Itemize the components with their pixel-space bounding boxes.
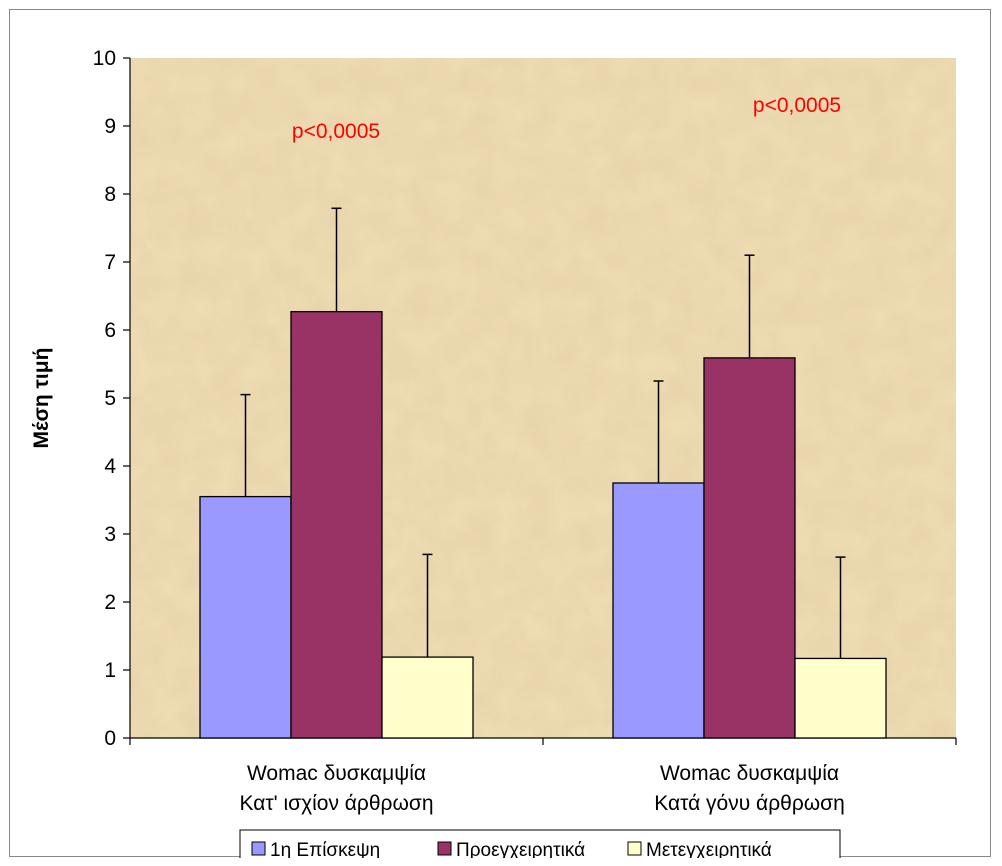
- x-category-label: Womac δυσκαμψία: [247, 762, 426, 785]
- y-tick-label: 3: [104, 523, 116, 546]
- y-axis-title: Μέση τιμή: [30, 348, 53, 449]
- legend-swatch: [627, 841, 642, 856]
- x-category-label: Womac δυσκαμψία: [660, 762, 839, 785]
- p-value-annotation: p<0,0005: [753, 94, 841, 117]
- bar-chart: 0 1 2 3 4 5 6 7 8 9 10 Μέση τιμή Womac δυσκαμψία Κατ'…: [30, 47, 957, 858]
- y-tick-label: 6: [104, 319, 116, 342]
- y-tick-label: 1: [104, 659, 116, 682]
- legend-label: 1η Επίσκεψη: [270, 840, 380, 858]
- legend-label: Μετεγχειρητικά: [646, 840, 772, 858]
- legend-swatch: [437, 841, 452, 856]
- bar: [794, 657, 887, 739]
- bar: [703, 357, 796, 739]
- x-category-label: Κατ' ισχίον άρθρωση: [239, 792, 433, 815]
- y-tick-label: 8: [104, 183, 116, 206]
- y-tick-label: 7: [104, 251, 116, 274]
- p-value-annotation: p<0,0005: [292, 120, 380, 143]
- bar: [199, 495, 292, 739]
- x-category-label: Κατά γόνυ άρθρωση: [654, 792, 845, 815]
- legend-label: Προεγχειρητικά: [456, 840, 585, 858]
- bar: [381, 656, 474, 739]
- y-tick-label: 4: [104, 455, 116, 478]
- y-tick-label: 10: [93, 47, 116, 70]
- legend: [239, 829, 841, 858]
- y-tick-label: 2: [104, 591, 116, 614]
- bar: [612, 482, 705, 739]
- bar: [290, 310, 383, 739]
- y-tick-label: 0: [104, 727, 116, 750]
- y-tick-label: 9: [104, 115, 116, 138]
- legend-swatch: [251, 841, 266, 856]
- y-tick-label: 5: [104, 387, 116, 410]
- chart-container: 0 1 2 3 4 5 6 7 8 9 10 Μέση τιμή Womac δυσκαμψία Κατ'…: [9, 9, 991, 858]
